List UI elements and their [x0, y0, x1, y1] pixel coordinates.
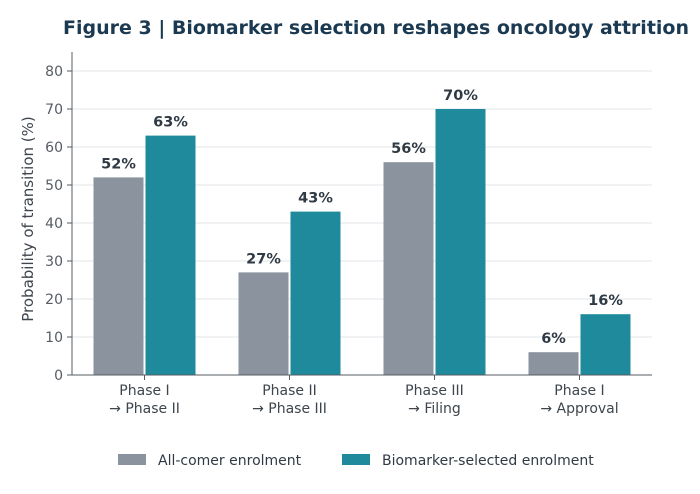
data-label-biomarker-3: 16%: [588, 293, 623, 309]
data-label-all-comer-1: 27%: [246, 251, 281, 267]
y-tick-label-80: 80: [45, 64, 63, 80]
x-tick-label-1-line-1: → Phase III: [252, 401, 327, 417]
bar-all-comer-3: [528, 352, 579, 375]
y-tick-label-10: 10: [45, 330, 63, 346]
bar-all-comer-2: [383, 162, 434, 375]
bar-biomarker-2: [435, 109, 486, 375]
y-tick-label-30: 30: [45, 254, 63, 270]
x-tick-label-0-line-0: Phase I: [119, 383, 169, 399]
y-tick-label-50: 50: [45, 178, 63, 194]
y-tick-label-20: 20: [45, 292, 63, 308]
chart-title: Figure 3 | Biomarker selection reshapes …: [63, 17, 689, 39]
bar-biomarker-0: [145, 135, 196, 375]
legend-swatch-0: [118, 454, 146, 465]
data-label-biomarker-0: 63%: [153, 115, 188, 131]
data-label-all-comer-3: 6%: [541, 331, 566, 347]
x-tick-label-2-line-1: → Filing: [408, 401, 461, 417]
legend-swatch-1: [342, 454, 370, 465]
data-label-biomarker-1: 43%: [298, 191, 333, 207]
bar-biomarker-3: [580, 314, 631, 375]
bars: 52% 63% 27% 43% 56% 70% 6% 16%: [93, 88, 631, 375]
legend-label-0: All-comer enrolment: [158, 453, 302, 469]
x-tick-label-3-line-1: → Approval: [540, 401, 618, 417]
legend-label-1: Biomarker-selected enrolment: [382, 453, 594, 469]
bar-all-comer-0: [93, 177, 144, 375]
x-tick-label-3-line-0: Phase I: [554, 383, 604, 399]
y-tick-label-60: 60: [45, 140, 63, 156]
y-tick-label-70: 70: [45, 102, 63, 118]
x-tick-label-1-line-0: Phase II: [262, 383, 317, 399]
y-axis-label: Probability of transition (%): [19, 116, 37, 321]
y-tick-label-0: 0: [54, 368, 63, 384]
y-tick-label-40: 40: [45, 216, 63, 232]
x-tick-label-0-line-1: → Phase II: [109, 401, 180, 417]
data-label-biomarker-2: 70%: [443, 88, 478, 104]
bar-biomarker-1: [290, 211, 341, 375]
data-label-all-comer-0: 52%: [101, 156, 136, 172]
data-label-all-comer-2: 56%: [391, 141, 426, 157]
bar-all-comer-1: [238, 272, 289, 375]
legend: All-comer enrolment Biomarker-selected en…: [118, 453, 594, 469]
axes: 0 10 20 30 40 50 60 70 80 Phase I → Phase II Phase …: [45, 52, 652, 417]
x-tick-label-2-line-0: Phase III: [405, 383, 464, 399]
